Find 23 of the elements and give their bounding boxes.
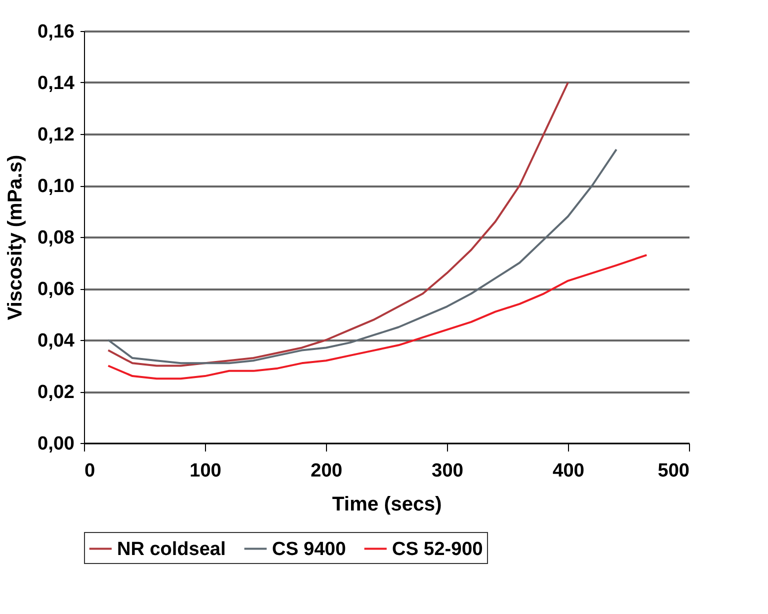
line-series — [107, 82, 569, 367]
y-tick-label: 0,16 — [38, 22, 74, 42]
y-tick-label: 0,00 — [38, 434, 74, 454]
y-tick-label: 0,06 — [38, 279, 74, 300]
y-axis-title: Viscosity (mPa.s) — [4, 154, 27, 320]
x-tick-label: 0 — [84, 460, 96, 482]
legend-label: CS 52-900 — [392, 538, 483, 560]
x-tick-label: 100 — [190, 460, 222, 482]
y-tick-label: 0,08 — [38, 228, 74, 248]
x-tick-label: 500 — [658, 460, 690, 482]
y-tick-label: 0,12 — [38, 124, 74, 146]
legend-label: CS 9400 — [272, 538, 346, 560]
x-tick-label: 300 — [432, 460, 464, 482]
y-tick-label: 0,14 — [38, 73, 75, 94]
y-tick-label: 0,10 — [38, 176, 74, 197]
legend-label: NR coldseal — [117, 538, 226, 560]
x-tick-label: 200 — [310, 460, 342, 482]
line-series — [107, 254, 648, 380]
line-series — [107, 148, 618, 364]
x-axis-title: Time (secs) — [332, 494, 442, 516]
y-tick-label: 0,02 — [38, 382, 74, 403]
y-tick-label: 0,04 — [38, 330, 75, 352]
x-tick-label: 400 — [552, 460, 584, 482]
